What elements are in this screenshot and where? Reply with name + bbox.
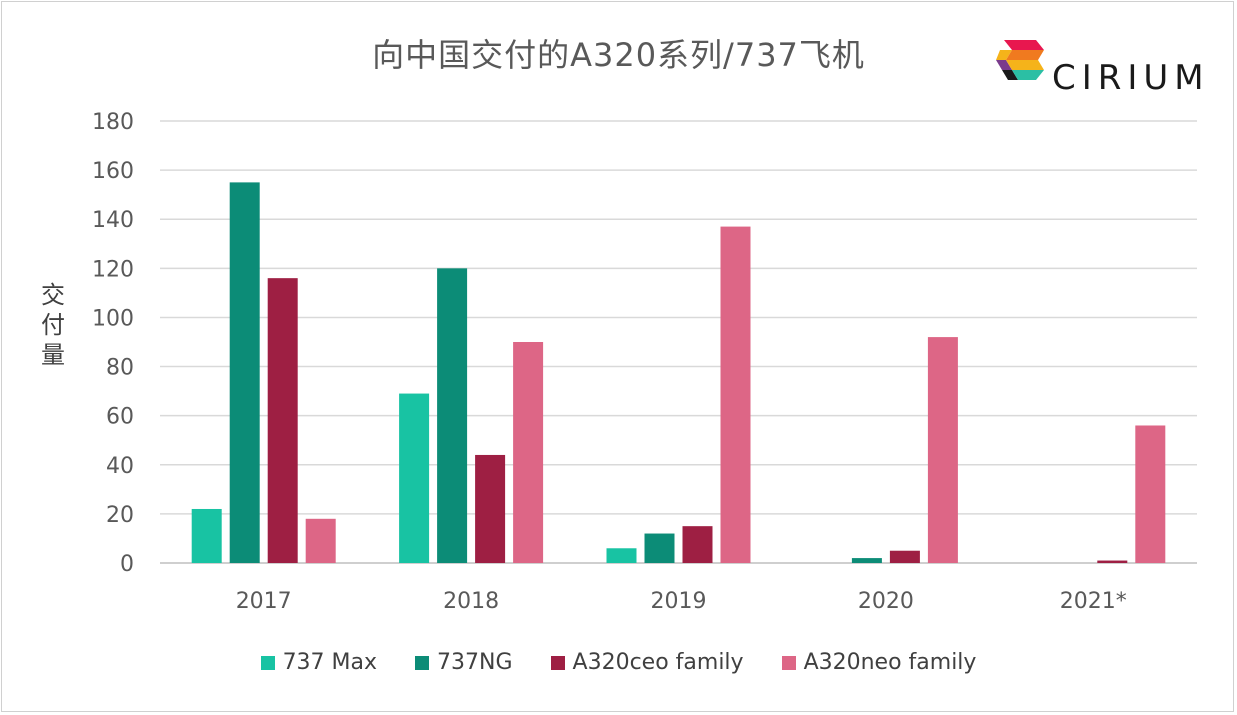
y-tick-label: 180 <box>92 110 134 135</box>
bar <box>191 508 222 563</box>
legend-label: 737NG <box>437 650 513 675</box>
legend-item: 737NG <box>415 650 513 675</box>
x-tick-label: 2019 <box>651 589 707 614</box>
bar <box>927 337 958 563</box>
bar <box>305 518 336 563</box>
bar <box>889 550 920 563</box>
y-axis-label: 交付量 <box>36 280 70 370</box>
bar <box>437 268 468 563</box>
bar <box>513 342 544 563</box>
cirium-logo-icon <box>996 40 1044 80</box>
legend-swatch <box>781 655 796 670</box>
legend-item: A320neo family <box>781 650 977 675</box>
bar <box>720 226 751 564</box>
x-tick-label: 2020 <box>858 589 914 614</box>
bar <box>644 533 675 563</box>
legend-swatch <box>550 655 565 670</box>
legend-item: 737 Max <box>260 650 378 675</box>
legend-swatch <box>415 655 430 670</box>
x-tick-label: 2018 <box>443 589 499 614</box>
bar <box>267 278 298 563</box>
cirium-logo-text: CIRIUM <box>1052 58 1210 98</box>
bar <box>475 454 506 563</box>
cirium-logo: CIRIUM <box>996 36 1216 100</box>
bar <box>606 548 637 563</box>
legend-label: A320neo family <box>803 650 977 675</box>
y-axis-label-char: 交 <box>41 281 65 309</box>
bar <box>399 393 430 563</box>
y-tick-label: 120 <box>92 257 134 282</box>
bar <box>229 182 260 563</box>
x-tick-label: 2021* <box>1060 589 1127 614</box>
legend-item: A320ceo family <box>550 650 744 675</box>
y-tick-label: 60 <box>106 405 134 430</box>
chart-title: 向中国交付的A320系列/737飞机 <box>372 36 865 74</box>
bar <box>1135 425 1166 563</box>
legend-swatch <box>260 655 275 670</box>
legend-label: A320ceo family <box>572 650 744 675</box>
y-tick-label: 140 <box>92 208 134 233</box>
y-axis-label-char: 量 <box>41 341 65 369</box>
bar <box>1097 560 1128 563</box>
bar <box>851 558 882 563</box>
y-tick-label: 80 <box>106 356 134 381</box>
bar <box>682 526 713 563</box>
y-tick-label: 0 <box>120 552 134 577</box>
y-tick-label: 160 <box>92 159 134 184</box>
chart-legend: 737 Max 737NG A320ceo family A320neo family <box>0 650 1237 675</box>
x-tick-label: 2017 <box>236 589 292 614</box>
y-tick-label: 20 <box>106 503 134 528</box>
legend-label: 737 Max <box>282 650 378 675</box>
y-tick-label: 40 <box>106 454 134 479</box>
y-axis-label-char: 付 <box>41 311 65 339</box>
y-tick-label: 100 <box>92 306 134 331</box>
